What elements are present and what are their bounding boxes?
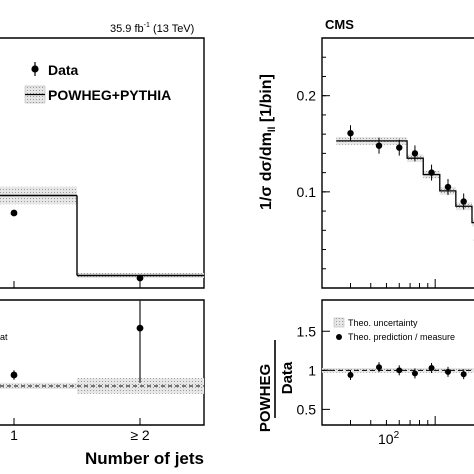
x-axis-label-jets: Number of jets: [85, 449, 204, 468]
x-tick-label-2: ≥ 2: [130, 427, 150, 443]
cms-label: CMS: [325, 17, 354, 32]
r-data-point-4: [428, 169, 435, 176]
right-ratio-legend: Theo. uncertainty Theo. prediction / mea…: [333, 317, 455, 342]
rr-point-2: [396, 367, 403, 374]
data-point-bin-1: [10, 209, 18, 217]
legend-theo-unc-label: Theo. uncertainty: [348, 318, 418, 328]
rr-ytick-label-0: 0.5: [297, 401, 317, 417]
right-ratio-frame: [321, 299, 474, 426]
x-tick-label-100: 102: [378, 430, 400, 447]
y-axis-label-dsigma: 1/σ dσ/dmll [1/bin]: [258, 74, 278, 210]
legend-data-label: Data: [48, 62, 79, 78]
left-legend: Data POWHEG+PYTHIA: [24, 62, 171, 104]
right-upper-frame: [321, 37, 474, 289]
left-ratio-frame: [0, 299, 205, 426]
data-point-bin-2: [136, 274, 144, 282]
x-tick-label-1: 1: [10, 427, 18, 443]
rr-ytick-label-2: 1.5: [297, 323, 317, 339]
legend-powheg-label: POWHEG+PYTHIA: [48, 87, 171, 103]
left-upper-frame: [0, 37, 205, 289]
rr-point-4: [428, 364, 435, 371]
r-data-point-2: [396, 144, 403, 151]
r-data-point-0: [347, 129, 354, 137]
ratio-point-bin-2: [136, 324, 144, 332]
left-ratio-plot: [0, 300, 204, 425]
rr-point-0: [347, 372, 354, 378]
r-pred-step-line: [336, 140, 474, 253]
legend-theo-pred-label: Theo. prediction / measure: [348, 332, 455, 342]
rr-point-1: [376, 364, 383, 371]
rr-point-5: [444, 368, 451, 375]
right-upper-yticks: 0.1 0.2: [297, 37, 330, 270]
r-data-point-6: [460, 198, 467, 205]
ratio-y-label: POWHEG Data: [257, 340, 296, 432]
left-ratio-annotation: at: [0, 332, 8, 342]
ratio-label-powheg: POWHEG: [257, 364, 274, 432]
r-ytick-label-0: 0.1: [297, 184, 317, 200]
r-data-point-5: [444, 183, 452, 191]
ratio-label-data: Data: [279, 361, 296, 394]
right-upper-plot: [336, 125, 474, 253]
legend-theo-unc-marker: [333, 317, 345, 328]
ratio-point-bin-1: [10, 371, 18, 379]
rr-point-6: [460, 371, 467, 378]
rr-point-3: [411, 370, 418, 377]
lumi-label: 35.9 fb-1 (13 TeV): [110, 22, 194, 35]
legend-theo-pred-marker: [336, 334, 342, 340]
right-ratio-plot: [322, 362, 474, 380]
left-upper-plot: [0, 186, 204, 288]
r-data-point-3: [411, 150, 419, 157]
r-data-point-1: [375, 142, 383, 149]
right-ratio-yticks: 0.5 1 1.5: [297, 279, 436, 425]
rr-ytick-label-1: 1: [308, 362, 316, 378]
r-ytick-label-1: 0.2: [297, 88, 317, 104]
